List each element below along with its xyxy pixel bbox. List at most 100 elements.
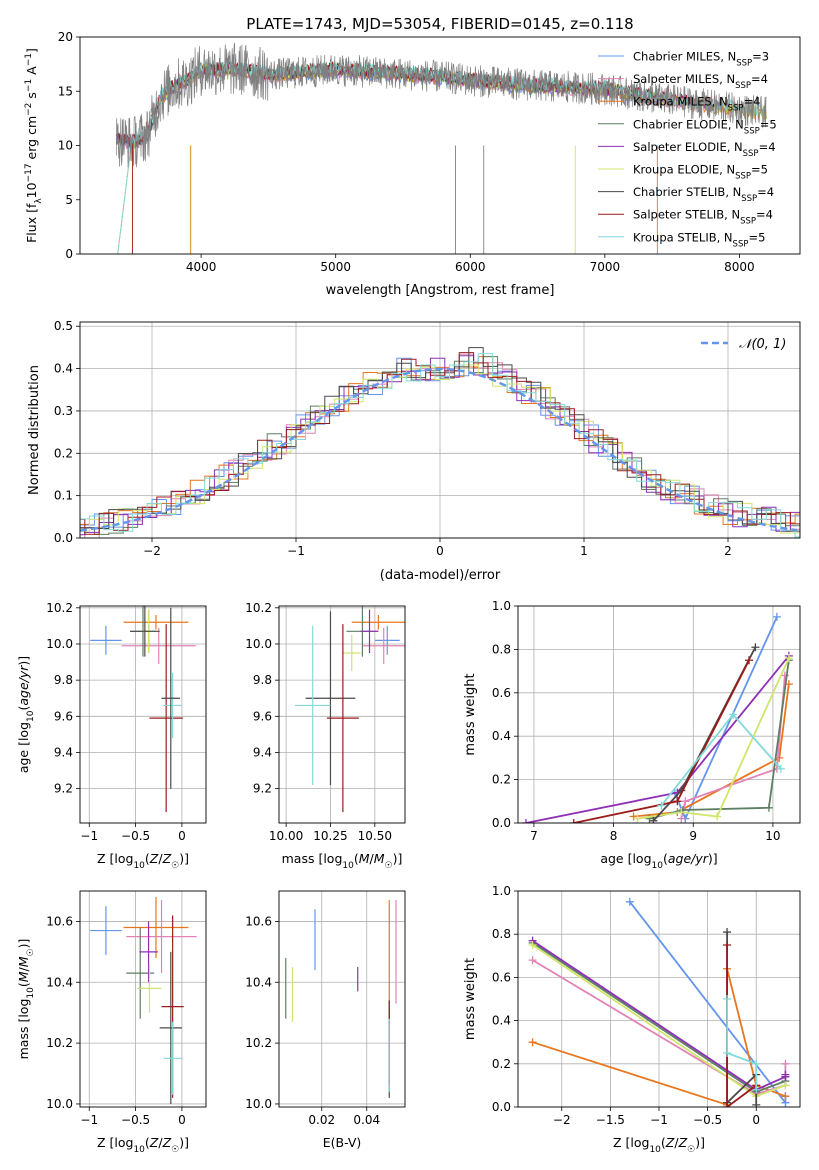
- x-axis-label-part: /: [370, 851, 375, 866]
- y-axis-label: mass weight: [463, 958, 478, 1040]
- x-tick-label: 0.02: [308, 1113, 335, 1127]
- legend-label-main: Chabrier MILES, N: [633, 50, 736, 64]
- y-tick-label: 0.2: [492, 1057, 511, 1071]
- spectrum-plot-area: [115, 43, 767, 254]
- x-axis-label-part: (: [663, 851, 668, 866]
- x-axis-label: Z [log10(Z/Z☉)]: [613, 1135, 705, 1155]
- y-axis-label: age [log10(age/yr)]: [16, 656, 36, 773]
- massweight-marker: [633, 814, 642, 823]
- x-tick-label: −1.5: [596, 1113, 625, 1127]
- massweight-marker: [752, 1100, 761, 1107]
- age-vs-metallicity-panel: −1 −0.5 09.29.49.69.810.010.2Z [log10(Z/Z☉…: [16, 601, 207, 871]
- y-axis-label: Normed distribution: [27, 365, 42, 495]
- x-axis-label-part: ☉: [687, 1145, 695, 1155]
- y-axis-label-part: 10: [24, 182, 39, 198]
- y-tick-label: 10: [58, 139, 73, 153]
- y-tick-label: 10.4: [46, 975, 73, 989]
- x-tick-label: 8000: [724, 260, 755, 274]
- legend-label-sub: SSP: [735, 81, 751, 91]
- massweight-marker: [569, 819, 578, 823]
- y-tick-label: 0.8: [492, 927, 511, 941]
- axes-frame: [79, 605, 207, 824]
- legend-gaussian-label: 𝒩(0, 1): [739, 337, 786, 352]
- y-tick-label: 1.0: [492, 884, 511, 898]
- axes-frame: [79, 890, 207, 1108]
- x-axis-label-part: Z: [149, 1135, 159, 1150]
- y-tick-label: 0.0: [492, 816, 511, 830]
- y-tick-label: 0.4: [54, 362, 73, 376]
- y-axis-label: mass [log10(M/M☉)]: [16, 939, 36, 1060]
- gaussian-curve: [80, 367, 798, 532]
- massweight-marker: [775, 753, 784, 762]
- x-axis-label-part: )]: [179, 851, 189, 866]
- x-tick-label: 7000: [590, 260, 621, 274]
- legend-label-main: Kroupa MILES, N: [633, 95, 728, 109]
- y-tick-label: 10.0: [245, 637, 272, 651]
- x-tick-label: 6000: [455, 260, 486, 274]
- spectrum-panel: 4000 5000 6000 7000 8000 0 5 10 15 20 wavelength […: [24, 30, 801, 298]
- y-axis-label-part: A: [24, 66, 39, 79]
- massweight-marker: [752, 1059, 761, 1068]
- x-tick-label: 5000: [320, 260, 351, 274]
- legend-label-tail: =4: [759, 140, 776, 154]
- x-axis-label-part: )]: [708, 851, 718, 866]
- massweight-line: [525, 655, 790, 823]
- x-tick-label: 0.04: [353, 1113, 380, 1127]
- legend-label-sub: SSP: [733, 239, 749, 249]
- legend-label-tail: =4: [751, 72, 768, 86]
- x-axis-label-part: (: [661, 1135, 666, 1150]
- y-tick-label: 10.2: [245, 1036, 272, 1050]
- x-tick-label: 10: [765, 829, 780, 843]
- x-axis-label-part: M: [359, 851, 370, 866]
- x-tick-label: 0: [178, 829, 186, 843]
- y-tick-label: 20: [58, 30, 73, 44]
- x-tick-label: −2: [143, 544, 161, 558]
- massweight-marker: [781, 1092, 790, 1101]
- y-axis-label-part: /: [16, 966, 31, 971]
- axes-frame: [278, 605, 406, 824]
- massweight-marker: [713, 812, 722, 821]
- y-tick-label: 0.2: [492, 773, 511, 787]
- y-tick-label: 9.2: [253, 782, 272, 796]
- y-axis-label-part: )]: [16, 656, 31, 666]
- legend-label-main: Kroupa STELIB, N: [633, 230, 733, 244]
- y-tick-label: 9.8: [253, 673, 272, 687]
- x-axis-label-part: Z: [162, 1135, 172, 1150]
- y-tick-label: 9.2: [54, 782, 73, 796]
- y-tick-label: 10.6: [245, 914, 272, 928]
- y-tick-label: 0.2: [54, 446, 73, 460]
- x-tick-label: −1: [650, 1113, 668, 1127]
- y-axis-label-part: age [log: [16, 722, 31, 773]
- y-axis-label-part: age/yr: [16, 665, 31, 706]
- massweight-line: [633, 683, 790, 818]
- massweight-marker: [751, 643, 760, 652]
- x-tick-label: 0: [752, 1113, 760, 1127]
- y-tick-label: 0.4: [492, 1014, 511, 1028]
- spectrum-data-line: [115, 43, 767, 168]
- y-tick-label: 5: [65, 193, 73, 207]
- legend-label-sub: SSP: [728, 104, 744, 114]
- massweight-marker: [772, 612, 781, 621]
- x-axis-label-part: Z: [162, 851, 172, 866]
- x-axis-label-part: Z [log: [97, 1135, 133, 1150]
- y-tick-label: 0: [65, 247, 73, 261]
- y-tick-label: 10.0: [46, 637, 73, 651]
- x-axis-label-part: ☉: [385, 861, 393, 871]
- massweight-marker: [649, 816, 658, 823]
- axes-frame: [278, 890, 406, 1108]
- y-tick-label: 10.2: [46, 1036, 73, 1050]
- y-tick-label: 9.4: [253, 745, 272, 759]
- x-tick-label: −0.5: [693, 1113, 722, 1127]
- massweight-vs-metallicity-panel: −2 −1.5 −1 −0.5 0 0.0 0.2 0.4 0.6 0.8 1.0 Z [log10(…: [463, 884, 801, 1155]
- legend-label-sub: SSP: [736, 59, 752, 69]
- axes-frame: [79, 36, 801, 255]
- figure-title: PLATE=1743, MJD=53054, FIBERID=0145, z=0…: [246, 15, 633, 33]
- massweight-line: [680, 675, 786, 819]
- x-axis-label-part: )]: [179, 1135, 189, 1150]
- y-axis-label-part: −1: [24, 79, 34, 92]
- legend-label-main: Salpeter MILES, N: [633, 72, 735, 86]
- massweight-marker: [723, 995, 732, 1003]
- y-tick-label: 0.0: [492, 1100, 511, 1114]
- y-axis-label-part: )]: [16, 939, 31, 949]
